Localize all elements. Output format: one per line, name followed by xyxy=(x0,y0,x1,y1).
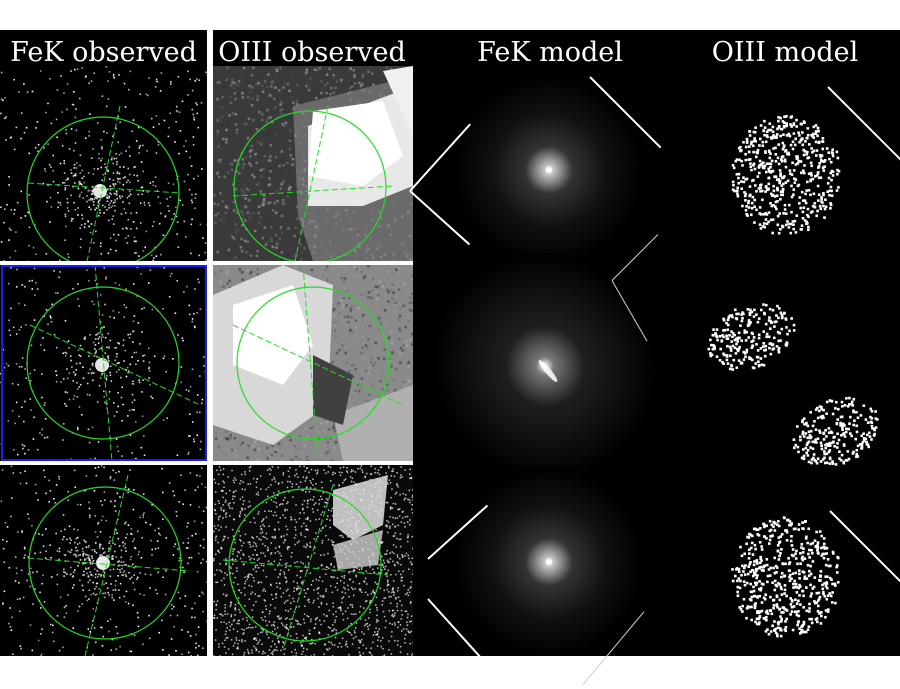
oiii-observed-image-1 xyxy=(213,66,413,261)
oiii-observed-image-2 xyxy=(213,265,413,461)
oiii-observed-panel-3 xyxy=(213,465,413,656)
fek-observed-image-1 xyxy=(0,66,207,261)
oiii-observed-image-3 xyxy=(213,465,413,656)
column-title-oiii-observed: OIII observed xyxy=(207,36,417,70)
oiii-model-column xyxy=(685,66,900,656)
fek-model-column xyxy=(413,66,685,656)
fek-observed-panel-3 xyxy=(0,465,207,656)
fek-observed-image-3 xyxy=(0,465,207,656)
figure-panel-grid xyxy=(0,30,900,656)
fek-model-image xyxy=(413,66,685,656)
oiii-model-image xyxy=(685,66,900,656)
oiii-observed-panel-1 xyxy=(213,66,413,261)
column-title-fek-observed: FeK observed xyxy=(0,36,207,70)
oiii-observed-panel-2 xyxy=(213,265,413,461)
column-title-oiii-model: OIII model xyxy=(690,36,880,70)
fek-observed-image-2 xyxy=(0,265,207,461)
column-title-fek-model: FeK model xyxy=(455,36,645,70)
fek-observed-panel-2 xyxy=(0,265,207,461)
fek-observed-panel-1 xyxy=(0,66,207,261)
